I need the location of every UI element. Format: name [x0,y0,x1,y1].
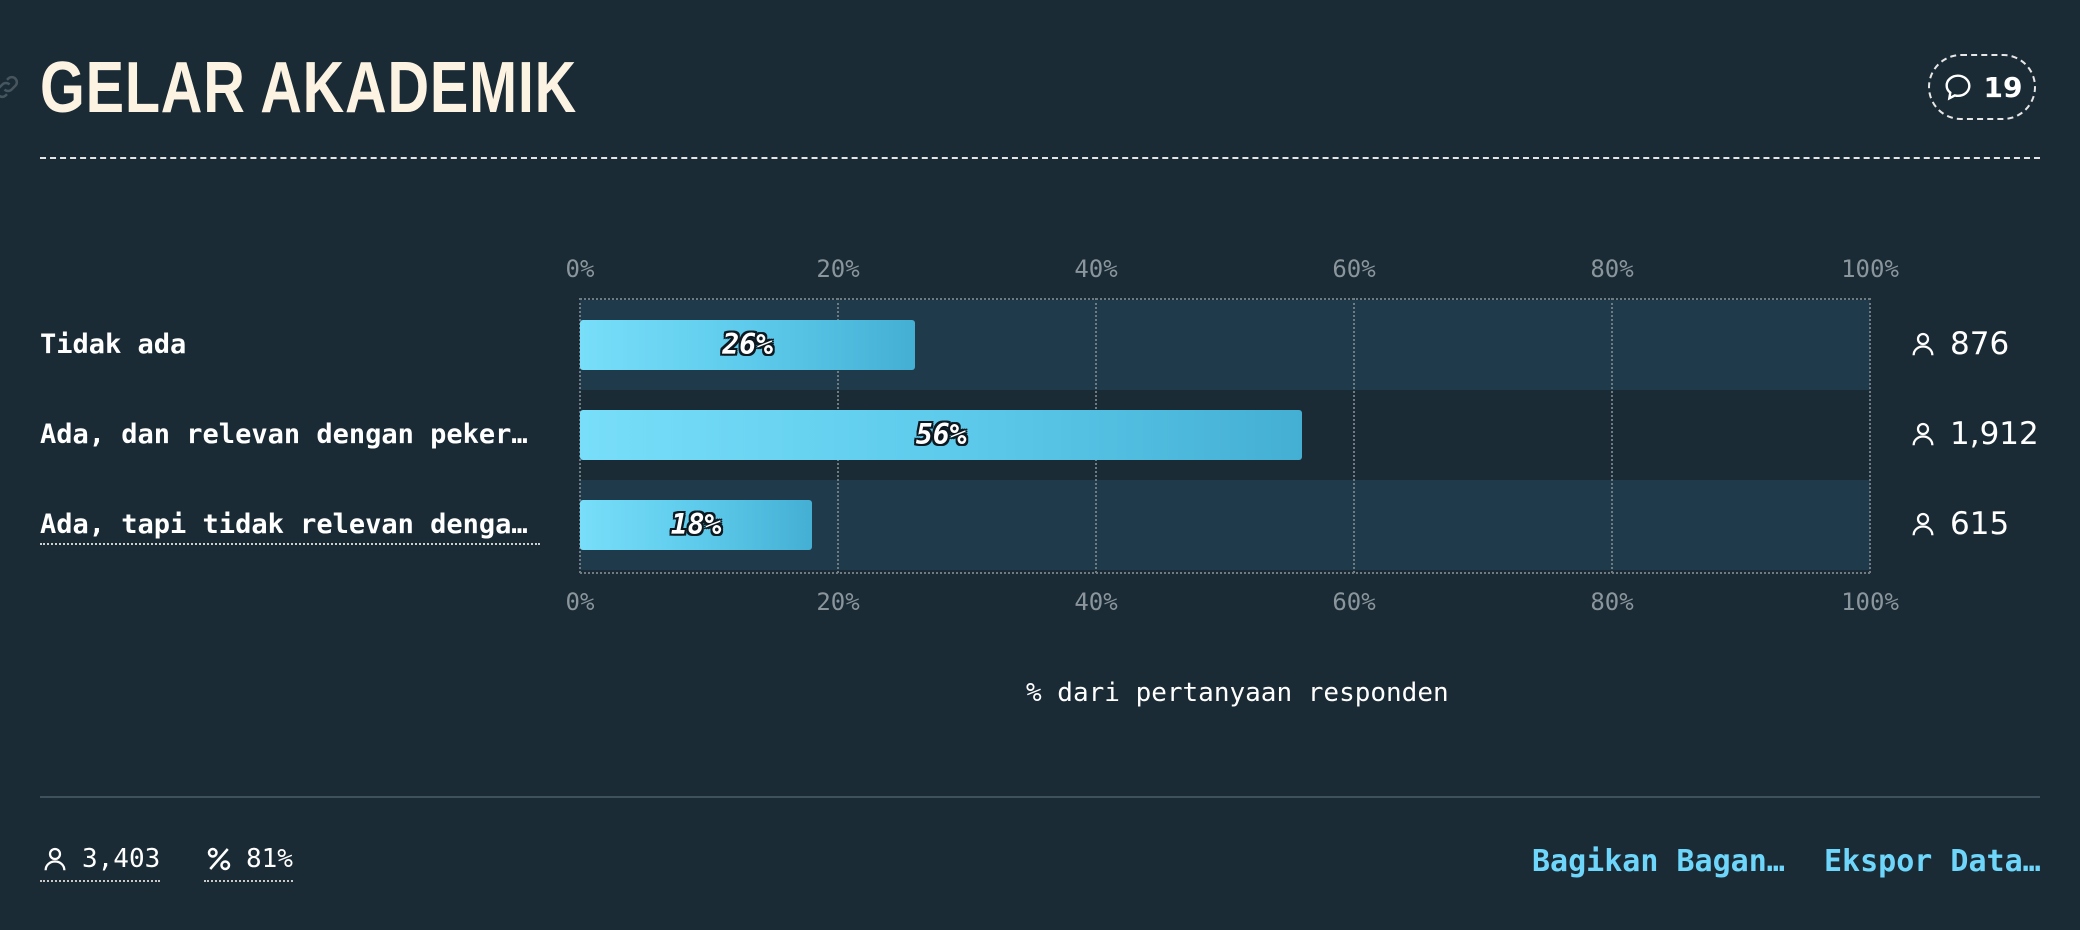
title-divider [40,157,2040,159]
footer-divider [40,796,2040,798]
axis-top-line [580,298,1870,300]
x-tick-label-top: 0% [565,255,595,283]
x-tick-label-bottom: 0% [565,588,595,616]
category-label: Ada, dan relevan dengan pekerja… [40,419,540,450]
x-tick-label-bottom: 100% [1841,588,1899,616]
response-rate-value: 81% [246,844,293,874]
x-axis-title: % dari pertanyaan responden [1026,678,1449,708]
x-tick-label-bottom: 60% [1332,588,1376,616]
bar-value-label: 26% [722,328,773,361]
respondent-total[interactable]: 3,403 [40,844,161,882]
bar[interactable] [580,500,813,550]
share-chart-link[interactable]: Bagikan Bagan… [1532,844,1785,879]
link-icon[interactable] [0,72,22,102]
bar[interactable] [580,410,1303,460]
respondent-count-value: 615 [1950,506,2010,542]
axis-bottom-line [580,572,1870,574]
comments-button[interactable]: 19 [1928,54,2036,120]
category-label[interactable]: Ada, tapi tidak relevan dengan … [40,507,540,545]
speech-bubble-icon [1944,74,1971,101]
x-tick-label-bottom: 80% [1590,588,1634,616]
respondent-total-value: 3,403 [82,844,161,874]
respondent-count-value: 876 [1950,326,2010,362]
bar-value-label: 18% [670,508,722,541]
category-label: Tidak ada [40,329,187,360]
x-tick-label-top: 100% [1841,255,1899,283]
gridline [1353,298,1355,573]
comment-count: 19 [1983,70,2023,104]
x-tick-label-top: 20% [816,255,860,283]
response-rate[interactable]: 81% [204,844,293,882]
x-tick-label-top: 60% [1332,255,1376,283]
page-title: GELAR AKADEMIK [40,48,578,128]
bar[interactable] [580,320,916,370]
respondent-count: 615 [1908,506,2009,542]
percent-icon [207,847,231,871]
x-tick-label-top: 40% [1074,255,1118,283]
gridline [1869,298,1871,573]
person-icon [44,847,66,871]
respondent-count-value: 1,912 [1950,416,2039,452]
person-icon [1912,512,1934,536]
x-tick-label-top: 80% [1590,255,1634,283]
respondent-count: 1,912 [1908,416,2039,452]
respondent-count: 876 [1908,326,2009,362]
person-icon [1912,422,1934,446]
bar-value-label: 56% [915,418,967,451]
x-tick-label-bottom: 20% [816,588,860,616]
x-tick-label-bottom: 40% [1074,588,1118,616]
export-data-link[interactable]: Ekspor Data… [1824,844,2041,879]
gridline [1611,298,1613,573]
person-icon [1912,332,1934,356]
